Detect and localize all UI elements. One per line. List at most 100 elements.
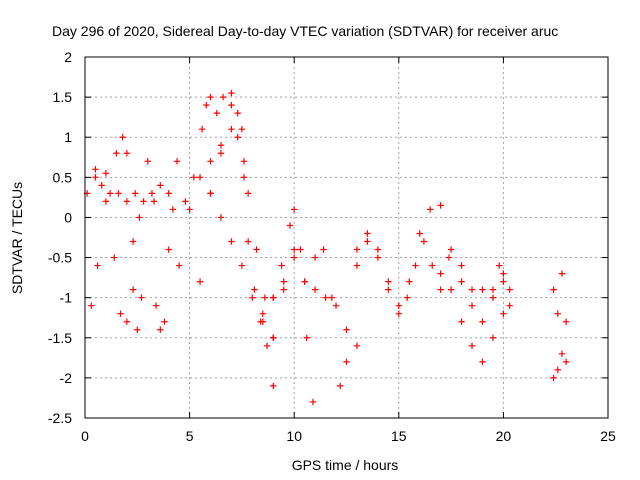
data-point: [353, 246, 361, 253]
x-tick-label: 0: [81, 428, 89, 444]
data-point: [479, 358, 486, 366]
data-point: [479, 318, 486, 325]
x-tick-label: 20: [496, 428, 512, 444]
data-point: [102, 198, 110, 205]
data-point: [429, 262, 436, 269]
y-axis-title: SDTVAR / TECUs: [9, 182, 25, 294]
data-point: [445, 254, 453, 261]
data-point: [161, 318, 168, 325]
data-point: [102, 170, 110, 177]
data-point: [165, 246, 172, 253]
data-point: [550, 286, 557, 293]
data-point: [385, 278, 392, 285]
data-point: [157, 182, 164, 189]
series-track-18: [550, 350, 570, 382]
data-point: [332, 302, 340, 309]
x-tick-label: 10: [286, 428, 302, 444]
data-point: [207, 158, 214, 165]
data-point: [219, 93, 227, 101]
data-point: [343, 358, 350, 366]
data-point: [182, 198, 189, 205]
series-track-9: [259, 206, 317, 406]
data-point: [322, 294, 329, 301]
data-point: [129, 238, 137, 245]
data-point: [196, 174, 204, 181]
y-tick-label: 1.5: [53, 89, 73, 105]
data-point: [217, 150, 225, 157]
data-point: [228, 89, 235, 97]
data-point: [92, 166, 99, 173]
data-point: [506, 302, 513, 309]
data-point: [558, 270, 566, 277]
ticks-layer: 0 5 10 15 20 25 -2.5 -2 -1.5 -1 -0.5 0 0.5 1 1.5 2: [48, 49, 616, 444]
data-point: [123, 150, 131, 157]
data-point: [207, 93, 214, 101]
data-point: [270, 294, 277, 301]
data-point: [169, 206, 177, 213]
data-point: [458, 262, 465, 269]
series-track-15: [447, 246, 507, 325]
data-point: [134, 326, 141, 333]
data-point: [140, 198, 147, 205]
data-point: [291, 206, 298, 213]
data-point: [136, 214, 143, 221]
data-point: [240, 158, 248, 165]
data-point: [280, 278, 287, 285]
data-point: [132, 190, 139, 197]
data-point: [190, 174, 197, 181]
data-point: [228, 101, 235, 109]
series-track-12: [343, 202, 444, 366]
data-point: [207, 190, 214, 197]
data-point: [447, 286, 455, 293]
y-tick-label: 1: [64, 129, 72, 145]
data-point: [106, 190, 114, 197]
data-point: [249, 294, 256, 301]
data-point: [244, 238, 252, 245]
data-point: [395, 302, 402, 309]
data-point: [468, 342, 476, 349]
data-point: [94, 262, 101, 269]
y-tick-label: 0: [64, 209, 72, 225]
series-track-2: [88, 158, 158, 325]
data-point: [144, 158, 151, 165]
data-point: [263, 342, 271, 349]
data-point: [253, 246, 260, 253]
plot-frame: [84, 56, 609, 419]
data-point: [234, 134, 241, 141]
y-tick-label: 0.5: [53, 169, 73, 185]
data-point: [550, 374, 557, 382]
data-point: [203, 101, 210, 109]
data-point: [558, 350, 566, 358]
series-track-16: [458, 262, 513, 309]
data-point: [447, 246, 455, 253]
data-point: [238, 126, 246, 133]
data-point: [489, 286, 497, 293]
data-point: [554, 310, 561, 317]
data-point: [270, 382, 277, 390]
data-point: [343, 326, 350, 333]
data-point: [303, 334, 310, 341]
series-track-13: [353, 230, 453, 309]
data-point: [217, 214, 225, 221]
data-point: [374, 254, 382, 261]
series-track-3: [92, 166, 145, 333]
data-point: [437, 202, 444, 209]
data-point: [228, 126, 235, 133]
data-point: [374, 246, 382, 253]
data-point: [251, 286, 258, 293]
data-point: [489, 334, 497, 341]
series-track-10: [270, 246, 361, 349]
data-point: [259, 318, 267, 325]
data-point: [420, 238, 428, 245]
data-point: [395, 310, 402, 317]
data-point: [311, 286, 319, 293]
data-point: [270, 334, 277, 341]
data-point: [123, 318, 131, 325]
data-point: [129, 286, 137, 293]
data-point: [259, 310, 267, 317]
data-point: [489, 294, 497, 301]
x-tick-label: 25: [600, 428, 616, 444]
y-tick-label: -2.5: [48, 410, 72, 426]
data-point: [364, 238, 371, 245]
